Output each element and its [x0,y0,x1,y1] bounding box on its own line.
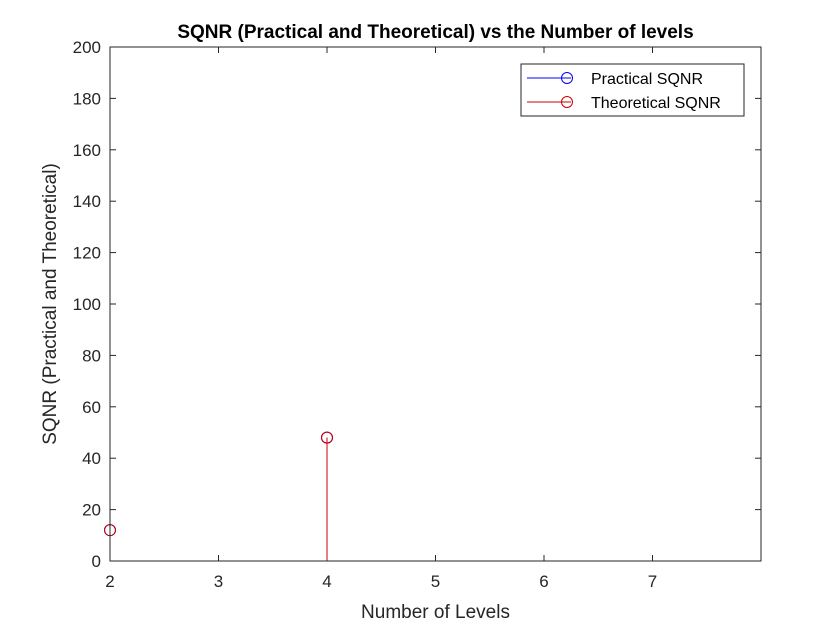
legend-label: Practical SQNR [591,71,703,88]
legend-box [520,63,745,117]
plot-area [110,47,761,561]
x-tick-label: 3 [214,572,223,591]
legend-entries: Practical SQNR Theoretical SQNR [527,71,721,112]
x-tick-label: 2 [105,572,114,591]
stem-marker [321,431,333,444]
y-tick-label: 60 [82,398,101,417]
x-tick-label: 4 [322,572,331,591]
y-tick-label: 0 [92,552,101,571]
y-tick-label: 160 [73,141,101,160]
y-tick-label: 40 [82,449,101,468]
legend-marker [561,96,573,108]
legend: Practical SQNR Theoretical SQNR [520,63,745,117]
y-tick-label: 180 [73,89,101,108]
x-tick-label: 5 [431,572,440,591]
plot-frame [109,46,762,562]
legend-entry: Practical SQNR [527,71,703,88]
legend-label: Theoretical SQNR [591,95,721,112]
y-axis-label: SQNR (Practical and Theoretical) [40,163,61,445]
y-tick-label: 200 [73,38,101,57]
y-tick-label: 120 [73,244,101,263]
y-tick-label: 140 [73,192,101,211]
x-axis-label: Number of Levels [361,602,510,623]
chart-title: SQNR (Practical and Theoretical) vs the … [177,22,693,43]
legend-entry: Theoretical SQNR [527,95,721,112]
y-axis-ticks: 0 20 40 60 80 100 120 140 160 180 200 [73,38,761,571]
y-tick-label: 20 [82,501,101,520]
y-tick-label: 80 [82,346,101,365]
x-tick-label: 7 [648,572,657,591]
y-tick-label: 100 [73,295,101,314]
legend-marker [561,72,573,84]
x-tick-label: 6 [539,572,548,591]
